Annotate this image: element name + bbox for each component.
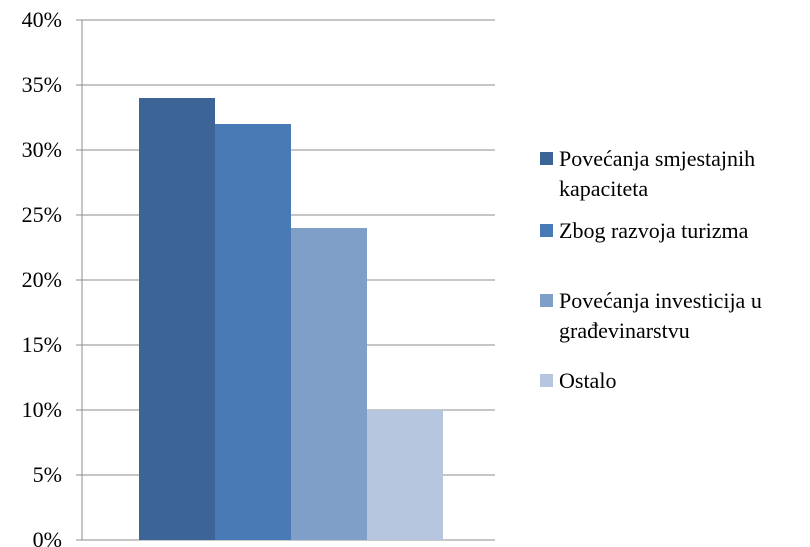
legend-label: Zbog razvoja turizma — [559, 218, 749, 243]
legend-swatch — [540, 224, 553, 237]
legend-swatch — [540, 374, 553, 387]
legend-swatch — [540, 152, 553, 165]
legend-swatch — [540, 294, 553, 307]
legend-label: Ostalo — [559, 368, 616, 393]
y-tick-label: 40% — [22, 7, 62, 32]
bars — [139, 98, 443, 540]
legend: Povećanja smjestajnih kapaciteta Zbog razv… — [540, 146, 762, 393]
y-axis-tick-labels: 0% 5% 10% 15% 20% 25% 30% 35% 40% — [22, 7, 62, 547]
y-tick-label: 0% — [33, 527, 62, 547]
bar-3 — [367, 410, 443, 540]
axes — [76, 19, 83, 541]
y-tick-label: 5% — [33, 462, 62, 487]
bar-0 — [139, 98, 215, 540]
bar-1 — [215, 124, 291, 540]
y-tick-label: 15% — [22, 332, 62, 357]
bar-2 — [291, 228, 367, 540]
y-tick-label: 35% — [22, 72, 62, 97]
y-tick-label: 30% — [22, 137, 62, 162]
y-tick-label: 25% — [22, 202, 62, 227]
y-tick-label: 20% — [22, 267, 62, 292]
legend-label: Povećanja investicija u građevinarstvu — [559, 288, 762, 343]
legend-label: Povećanja smjestajnih kapaciteta — [559, 146, 755, 201]
y-tick-label: 10% — [22, 397, 62, 422]
